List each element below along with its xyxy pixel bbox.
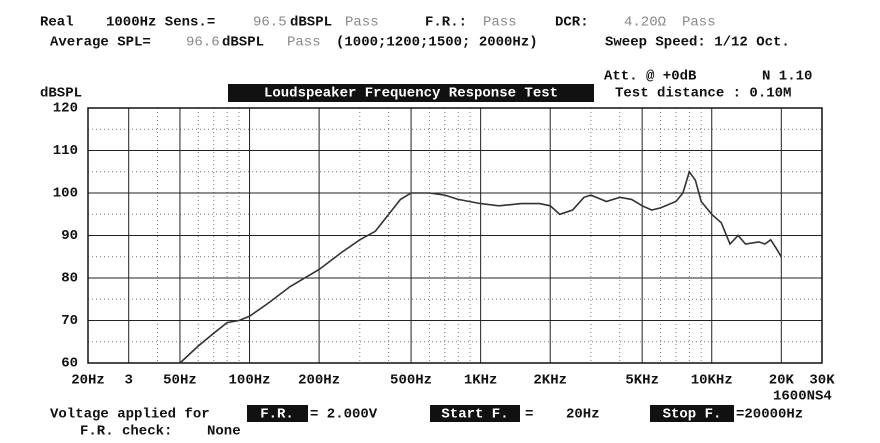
header-text: 96.6	[186, 35, 220, 51]
model-text: 1600NS4	[773, 389, 832, 405]
footer-text: = 2.000V	[310, 407, 378, 423]
stop-box	[650, 405, 734, 422]
header-text: 1000Hz Sens.=	[106, 15, 215, 31]
footer-text: Voltage applied for	[50, 407, 210, 423]
footer-text: =	[525, 407, 533, 423]
header-text: Real	[40, 15, 74, 31]
header-text: dBSPL	[222, 35, 264, 51]
header-text: Sweep Speed: 1/12 Oct.	[605, 35, 790, 51]
x-tick-label: 30K	[809, 373, 835, 389]
header-text: Pass	[345, 15, 379, 31]
header-text: dBSPL	[290, 15, 332, 31]
y-tick-label: 90	[61, 228, 78, 244]
y-axis-label: dBSPL	[40, 86, 82, 102]
footer-text: Stop F.	[663, 407, 722, 423]
x-tick-label: 20Hz	[71, 373, 105, 389]
version-text: N 1.10	[762, 69, 812, 85]
header-text: 96.5	[253, 15, 287, 31]
response-line	[179, 170, 782, 364]
x-tick-label: 5KHz	[625, 373, 659, 389]
title-box	[228, 84, 594, 102]
plot-frame	[87, 107, 823, 364]
x-tick-label: 500Hz	[390, 373, 432, 389]
chart-title: Loudspeaker Frequency Response Test	[264, 86, 558, 102]
x-tick-label: 3	[124, 373, 132, 389]
x-tick-label: 200Hz	[298, 373, 340, 389]
footer-text: 20Hz	[566, 407, 600, 423]
x-tick-label: 50Hz	[163, 373, 197, 389]
y-tick-label: 70	[61, 313, 78, 329]
header-text: DCR:	[555, 15, 589, 31]
distance-text: Test distance : 0.10M	[615, 86, 791, 102]
x-tick-label: 1KHz	[464, 373, 498, 389]
header-text: Pass	[682, 15, 716, 31]
header-text: Pass	[483, 15, 517, 31]
y-tick-label: 120	[53, 101, 78, 117]
y-tick-label: 60	[61, 356, 78, 372]
header-text: Pass	[287, 35, 321, 51]
x-tick-label: 2KHz	[533, 373, 567, 389]
header-text: 4.20Ω	[624, 15, 666, 31]
start-box	[430, 405, 520, 422]
y-tick-label: 100	[53, 186, 78, 202]
header-text: F.R.:	[425, 15, 467, 31]
y-tick-label: 110	[53, 143, 78, 159]
footer-text: F.R. check:	[80, 424, 172, 440]
footer-text: Start F.	[441, 407, 508, 423]
x-tick-label: 100Hz	[229, 373, 271, 389]
header-text: Average SPL=	[50, 35, 151, 51]
att-text: Att. @ +0dB	[604, 69, 697, 85]
y-tick-label: 80	[61, 271, 78, 287]
x-tick-label: 10KHz	[691, 373, 733, 389]
x-tick-label: 20K	[769, 373, 795, 389]
fr-box	[247, 405, 308, 422]
footer-text: =20000Hz	[736, 407, 803, 423]
header-text: (1000;1200;1500; 2000Hz)	[336, 35, 538, 51]
footer-text: F.R.	[260, 407, 294, 423]
footer-text: None	[207, 424, 241, 440]
